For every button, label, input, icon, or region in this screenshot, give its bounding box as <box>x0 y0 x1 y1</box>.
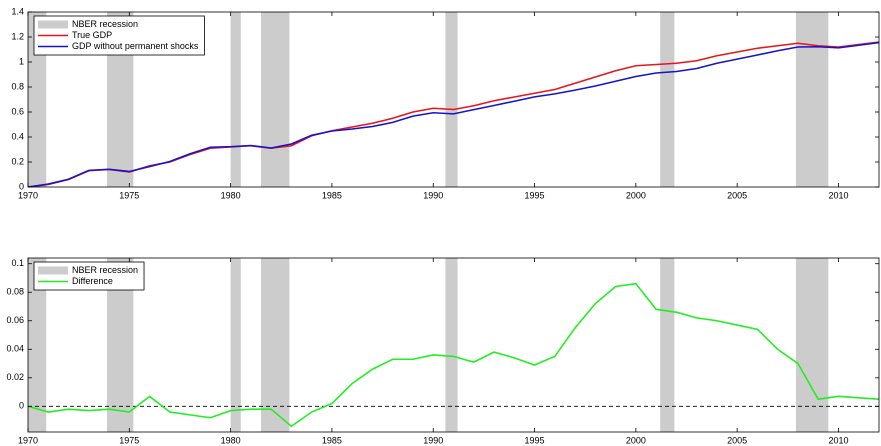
x-tick-label: 1970 <box>18 435 38 445</box>
plot: 1970 1975 1980 1985 1990 1995 2000 2005 2010 0 0.0… <box>6 257 880 445</box>
recession-band <box>230 258 241 432</box>
recession-band <box>445 12 458 187</box>
legend-label: True GDP <box>72 30 112 40</box>
series-line <box>28 41 879 187</box>
x-tick-label: 1970 <box>18 190 38 200</box>
y-tick-label: 1 <box>19 56 24 66</box>
x-tick-label: 1995 <box>525 435 545 445</box>
x-tick-label: 1985 <box>322 190 342 200</box>
recession-band <box>261 12 290 187</box>
y-tick-label: 0.04 <box>6 344 24 354</box>
plot-area <box>28 12 879 187</box>
y-tick-label: 0.2 <box>11 156 24 166</box>
series-line <box>28 282 879 428</box>
y-tick-label: 1.4 <box>11 6 24 16</box>
recession-band <box>230 12 241 187</box>
y-tick-label: 1.2 <box>11 31 24 41</box>
y-tick-label: 0.6 <box>11 106 24 116</box>
y-tick-label: 0.1 <box>11 258 24 268</box>
legend-label: GDP without permanent shocks <box>72 41 199 51</box>
x-tick-label: 1990 <box>423 435 443 445</box>
recession-band <box>795 12 829 187</box>
x-tick-label: 1975 <box>119 190 139 200</box>
y-tick-label: 0.4 <box>11 131 24 141</box>
recession-band <box>261 258 290 432</box>
y-tick-label: 0 <box>19 401 24 411</box>
x-tick-label: 2010 <box>828 190 848 200</box>
x-tick-label: 1985 <box>322 435 342 445</box>
legend-label: NBER recession <box>72 265 138 275</box>
x-tick-label: 2005 <box>727 190 747 200</box>
plot-area <box>28 258 879 432</box>
legend-swatch <box>38 20 68 29</box>
axes-frame <box>27 11 880 188</box>
x-tick-label: 1990 <box>423 190 443 200</box>
x-tick-label: 2010 <box>828 435 848 445</box>
y-tick-label: 0 <box>19 181 24 191</box>
recession-band <box>795 258 829 432</box>
recession-band <box>445 258 458 432</box>
x-tick-label: 1975 <box>119 435 139 445</box>
recession-band <box>28 258 47 432</box>
x-tick-label: 1995 <box>525 190 545 200</box>
legend-label: NBER recession <box>72 19 138 29</box>
recession-band <box>660 12 675 187</box>
x-tick-label: 1980 <box>221 190 241 200</box>
legend-swatch <box>38 266 68 275</box>
y-tick-label: 0.06 <box>6 315 24 325</box>
recession-band <box>28 12 47 187</box>
x-tick-label: 2000 <box>626 190 646 200</box>
plot: 1970 1975 1980 1985 1990 1995 2000 2005 2010 0 0.2… <box>11 6 880 200</box>
x-tick-label: 1980 <box>221 435 241 445</box>
legend-label: Difference <box>72 276 113 286</box>
y-tick-label: 0.8 <box>11 81 24 91</box>
recession-band <box>660 258 675 432</box>
y-tick-label: 0.08 <box>6 287 24 297</box>
x-tick-label: 2005 <box>727 435 747 445</box>
axes-frame <box>27 257 880 433</box>
y-tick-label: 0.02 <box>6 372 24 382</box>
x-tick-label: 2000 <box>626 435 646 445</box>
